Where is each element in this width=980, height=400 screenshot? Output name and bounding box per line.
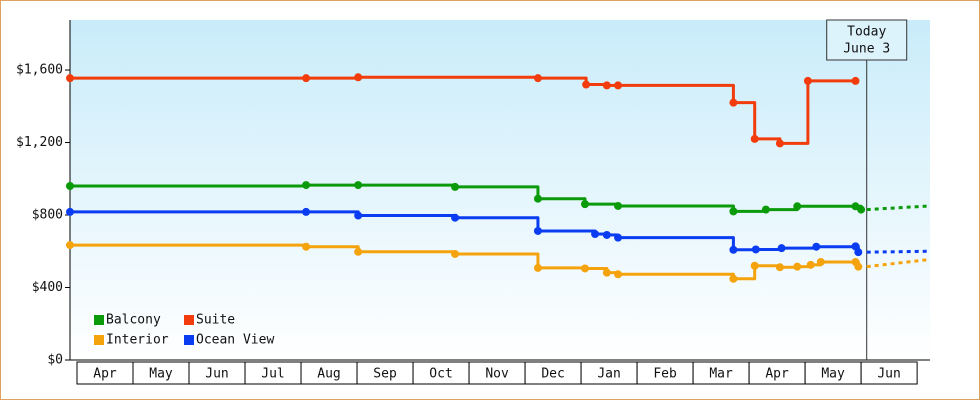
point [614, 233, 623, 242]
point [302, 74, 311, 83]
point [302, 181, 311, 190]
point [751, 245, 760, 254]
x-tick-label: Aug [317, 367, 340, 382]
y-tick-label: $400 [32, 280, 63, 295]
today-label: June 3 [843, 42, 890, 57]
x-tick-box [860, 361, 918, 385]
point [591, 230, 600, 239]
legend-swatch [94, 335, 104, 345]
point [354, 73, 363, 82]
point [806, 260, 815, 269]
point [803, 76, 812, 85]
x-tick-label: Mar [709, 367, 733, 382]
point [580, 264, 589, 273]
x-tick-label: Jun [877, 367, 900, 382]
point [750, 261, 759, 270]
point [854, 248, 863, 257]
point [614, 81, 623, 90]
x-tick-label: Jan [597, 367, 620, 382]
legend-label: Balcony [106, 313, 161, 328]
x-tick-label: Dec [541, 367, 564, 382]
point [777, 244, 786, 253]
x-tick-label: May [821, 367, 845, 382]
point [302, 207, 311, 216]
x-tick-label: Sep [373, 367, 397, 382]
point [729, 98, 738, 107]
point [729, 207, 738, 216]
point [354, 211, 363, 220]
point [580, 200, 589, 209]
legend-label: Interior [106, 333, 169, 348]
y-tick-label: $800 [32, 208, 63, 223]
point [750, 134, 759, 143]
x-tick-label: Nov [485, 367, 509, 382]
point [729, 274, 738, 283]
point [533, 74, 542, 83]
legend-swatch [184, 335, 194, 345]
point [761, 205, 770, 214]
point [582, 80, 591, 89]
point [793, 202, 802, 211]
point [451, 213, 460, 222]
x-tick-label: Jun [205, 367, 228, 382]
point [793, 262, 802, 271]
point [66, 241, 74, 250]
today-label: Today [847, 25, 886, 40]
point [451, 249, 460, 258]
point [533, 226, 542, 235]
point [66, 182, 74, 191]
point [614, 270, 623, 279]
legend-label: Ocean View [196, 333, 274, 348]
point [854, 262, 863, 271]
point [302, 242, 311, 251]
point [533, 263, 542, 272]
x-tick-label: Apr [765, 367, 789, 382]
x-tick-label: Oct [429, 367, 452, 382]
point [602, 230, 611, 239]
point [614, 201, 623, 210]
x-tick-label: May [149, 367, 173, 382]
point [812, 242, 821, 251]
point [729, 245, 738, 254]
forecast-line [866, 249, 931, 254]
point [602, 81, 611, 90]
point [816, 257, 825, 266]
point [451, 182, 460, 191]
plot-area [70, 20, 930, 360]
point [851, 76, 860, 85]
point [354, 247, 363, 256]
point [857, 205, 866, 214]
legend-swatch [184, 315, 194, 325]
point [602, 268, 611, 277]
point [66, 74, 74, 83]
point [66, 207, 74, 216]
forecast-line [866, 257, 931, 269]
point [775, 263, 784, 272]
legend-swatch [94, 315, 104, 325]
today-box [826, 19, 908, 61]
x-tick-label: Feb [653, 367, 677, 382]
point [354, 181, 363, 190]
point [775, 139, 784, 148]
y-tick-label: $0 [47, 353, 63, 368]
y-tick-label: $1,200 [16, 135, 63, 150]
legend-label: Suite [196, 313, 235, 328]
y-tick-label: $1,600 [16, 63, 63, 78]
forecast-line [866, 204, 931, 212]
point [533, 194, 542, 203]
x-tick-label: Jul [261, 367, 284, 382]
x-tick-label: Apr [93, 367, 117, 382]
